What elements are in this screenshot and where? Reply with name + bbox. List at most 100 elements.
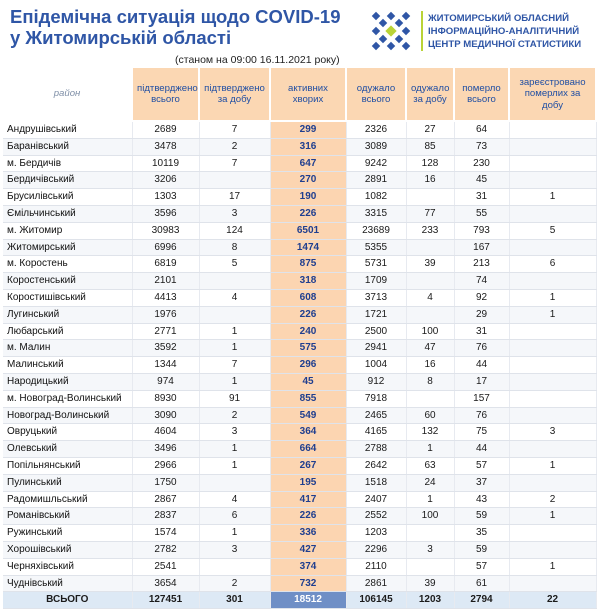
cell-recovered-total: 3089 <box>346 138 407 156</box>
cell-deaths-total: 35 <box>454 524 510 542</box>
cell-active: 270 <box>270 171 347 190</box>
totals-row: ВСЬОГО 127451 301 18512 106145 1203 2794… <box>3 591 597 609</box>
cell-confirmed-day: 7 <box>199 121 271 139</box>
cell-recovered-day: 60 <box>406 407 455 425</box>
cell-deaths-day <box>509 524 597 542</box>
cell-confirmed-total: 2966 <box>132 457 200 475</box>
cell-deaths-total: 29 <box>454 306 510 324</box>
cell-active: 417 <box>270 491 347 509</box>
total-confirmed-day: 301 <box>199 591 271 609</box>
cell-confirmed-total: 4413 <box>132 289 200 307</box>
col-confirmed-total: підтверджено всього <box>132 68 200 122</box>
cell-district: Житомирський <box>3 239 133 257</box>
cell-recovered-total: 1004 <box>346 356 407 374</box>
cell-deaths-day <box>509 171 597 190</box>
cell-active: 647 <box>270 155 347 173</box>
cell-deaths-total: 213 <box>454 255 510 274</box>
cell-confirmed-total: 2689 <box>132 121 200 139</box>
cell-deaths-day <box>509 541 597 559</box>
cell-confirmed-day: 124 <box>199 222 271 240</box>
cell-deaths-day: 1 <box>509 188 597 206</box>
cell-deaths-total: 43 <box>454 491 510 509</box>
col-active: активних хворих <box>270 68 347 122</box>
cell-district: Брусилівський <box>3 188 133 206</box>
cell-confirmed-total: 4604 <box>132 423 200 442</box>
cell-district: м. Коростень <box>3 255 133 274</box>
cell-confirmed-total: 3478 <box>132 138 200 156</box>
table-row: Лугинський 1976 226 1721 29 1 <box>3 306 597 324</box>
cell-recovered-total: 3713 <box>346 289 407 307</box>
cell-district: Малинський <box>3 356 133 374</box>
cell-confirmed-total: 3090 <box>132 407 200 425</box>
total-active: 18512 <box>270 591 347 609</box>
cell-deaths-day <box>509 440 597 458</box>
table-row: Романівський 2837 6 226 2552 100 59 1 <box>3 507 597 526</box>
cell-deaths-total: 31 <box>454 188 510 206</box>
cell-confirmed-total: 2771 <box>132 323 200 341</box>
cell-district: Любарський <box>3 323 133 341</box>
cell-deaths-day <box>509 239 597 257</box>
cell-confirmed-day: 17 <box>199 188 271 206</box>
cell-deaths-day: 5 <box>509 222 597 240</box>
cell-deaths-day: 1 <box>509 558 597 576</box>
cell-confirmed-day: 2 <box>199 407 271 425</box>
cell-recovered-total: 912 <box>346 373 407 391</box>
table-row: Черняхівський 2541 374 2110 57 1 <box>3 558 597 576</box>
org-line-1: ЖИТОМИРСЬКИЙ ОБЛАСНИЙ <box>428 13 570 24</box>
cell-district: Коростенський <box>3 272 133 290</box>
cell-confirmed-total: 1574 <box>132 524 200 542</box>
cell-recovered-total: 2110 <box>346 558 407 576</box>
cell-confirmed-day: 4 <box>199 289 271 307</box>
cell-confirmed-day: 3 <box>199 205 271 223</box>
cell-confirmed-day <box>199 171 271 190</box>
table-row: Малинський 1344 7 296 1004 16 44 <box>3 356 597 374</box>
cell-recovered-day: 39 <box>406 575 455 593</box>
cell-active: 226 <box>270 507 347 526</box>
cell-recovered-day: 24 <box>406 474 455 492</box>
cell-confirmed-day: 1 <box>199 339 271 358</box>
cell-deaths-total: 59 <box>454 507 510 526</box>
cell-confirmed-total: 974 <box>132 373 200 391</box>
cell-recovered-day: 233 <box>406 222 455 240</box>
cell-active: 732 <box>270 575 347 593</box>
cell-recovered-total: 9242 <box>346 155 407 173</box>
cell-deaths-total: 55 <box>454 205 510 223</box>
cell-active: 1474 <box>270 239 347 257</box>
cell-confirmed-total: 2867 <box>132 491 200 509</box>
cell-confirmed-total: 3654 <box>132 575 200 593</box>
cell-recovered-day: 8 <box>406 373 455 391</box>
cell-active: 664 <box>270 440 347 458</box>
title-line-2: у Житомирській області <box>10 27 232 48</box>
cell-recovered-day <box>406 239 455 257</box>
cell-recovered-total: 1518 <box>346 474 407 492</box>
cell-district: Олевський <box>3 440 133 458</box>
org-line-2: ІНФОРМАЦІЙНО-АНАЛІТИЧНИЙ <box>428 26 580 37</box>
col-recovered-day: одужало за добу <box>406 68 455 122</box>
cell-deaths-total: 76 <box>454 339 510 358</box>
cell-deaths-day <box>509 373 597 391</box>
org-divider <box>421 11 423 51</box>
cell-confirmed-day: 7 <box>199 155 271 173</box>
cell-recovered-day: 63 <box>406 457 455 475</box>
cell-recovered-day <box>406 306 455 324</box>
table-row: м. Новоград-Волинський 8930 91 855 7918 157 <box>3 390 597 408</box>
covid-table: район підтверджено всього підтверджено з… <box>3 68 597 609</box>
cell-deaths-total: 74 <box>454 272 510 290</box>
cell-deaths-day: 1 <box>509 306 597 324</box>
cell-recovered-total: 3315 <box>346 205 407 223</box>
cell-confirmed-day: 1 <box>199 323 271 341</box>
cell-confirmed-day <box>199 474 271 492</box>
cell-deaths-total: 44 <box>454 356 510 374</box>
cell-deaths-total: 167 <box>454 239 510 257</box>
col-deaths-day: зареєстровано померлих за добу <box>509 68 597 122</box>
table-row: Ємільчинський 3596 3 226 3315 77 55 <box>3 205 597 223</box>
cell-deaths-day: 1 <box>509 507 597 526</box>
cell-recovered-total: 7918 <box>346 390 407 408</box>
cell-confirmed-total: 1976 <box>132 306 200 324</box>
cell-district: м. Житомир <box>3 222 133 240</box>
col-deaths-total: померло всього <box>454 68 510 122</box>
cell-confirmed-day: 3 <box>199 541 271 559</box>
total-deaths-day: 22 <box>509 591 597 609</box>
cell-confirmed-total: 3496 <box>132 440 200 458</box>
cell-recovered-day: 132 <box>406 423 455 442</box>
